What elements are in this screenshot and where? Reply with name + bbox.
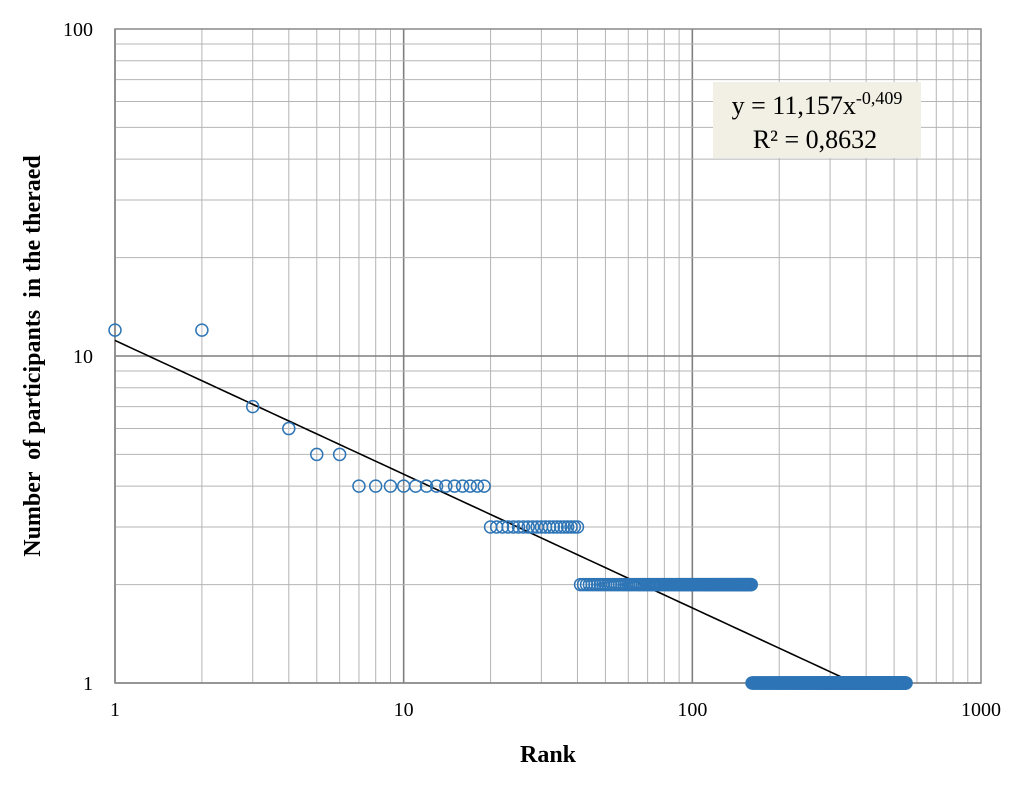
data-point	[429, 479, 444, 493]
data-point	[282, 421, 296, 436]
data-point	[560, 520, 575, 534]
x-tick-labels: 1 10 100 1000	[110, 699, 1001, 721]
data-point	[899, 676, 913, 690]
data-point	[495, 520, 510, 534]
plot-area-frame	[114, 28, 982, 684]
y-tick-label: 1	[83, 673, 93, 695]
data-points	[108, 323, 913, 690]
data-point	[570, 520, 585, 534]
trendline-path	[114, 339, 857, 685]
data-point	[511, 520, 526, 534]
r-squared-text: R² = 0,8632	[753, 125, 877, 154]
data-point	[550, 520, 564, 534]
y-tick-labels: 1 10 100	[63, 19, 93, 695]
grid-lines	[114, 29, 981, 684]
data-point	[463, 479, 477, 493]
data-point	[521, 520, 535, 534]
data-point	[195, 323, 209, 337]
data-point	[447, 479, 462, 493]
y-tick-label: 100	[63, 19, 93, 41]
y-axis-title: Number of participants in the theraed	[20, 155, 46, 557]
data-point	[408, 479, 423, 493]
data-point	[455, 479, 470, 493]
data-point	[470, 479, 485, 493]
x-tick-label: 1000	[961, 699, 1001, 721]
equation-text: y = 11,157x-0,409	[732, 88, 903, 120]
data-point	[553, 520, 568, 534]
data-point	[368, 479, 383, 493]
data-point	[439, 479, 453, 493]
x-tick-label: 100	[677, 699, 707, 721]
data-point	[506, 520, 521, 534]
data-point	[352, 479, 366, 493]
x-axis-title: Rank	[520, 742, 577, 768]
data-point	[564, 520, 578, 534]
data-point	[108, 323, 122, 337]
data-point	[383, 479, 398, 493]
data-point	[557, 520, 572, 534]
x-tick-label: 10	[394, 699, 414, 721]
equation-exponent: -0,409	[856, 88, 903, 108]
x-tick-label: 1	[110, 699, 120, 721]
equation-main: y = 11,157x	[732, 91, 856, 120]
data-point	[567, 520, 582, 534]
data-point	[542, 520, 557, 534]
trendline	[114, 339, 857, 685]
data-point	[744, 577, 759, 592]
data-point	[525, 520, 540, 534]
trendline-equation-box: y = 11,157x-0,409 R² = 0,8632	[713, 82, 921, 158]
data-point	[419, 479, 434, 493]
equation-box-background	[713, 82, 921, 158]
data-point	[332, 447, 347, 462]
data-point	[477, 479, 491, 493]
data-point	[516, 520, 531, 534]
data-point	[310, 447, 324, 462]
data-point	[501, 520, 515, 534]
data-point	[245, 399, 260, 414]
y-tick-label: 10	[73, 346, 93, 368]
data-point	[546, 520, 561, 534]
